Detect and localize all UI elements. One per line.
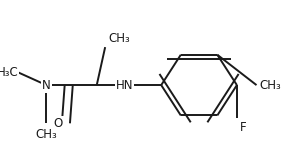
Text: N: N xyxy=(42,79,51,92)
Text: HN: HN xyxy=(116,79,134,92)
Text: CH₃: CH₃ xyxy=(108,32,130,45)
Text: CH₃: CH₃ xyxy=(259,79,281,92)
Text: H₃C: H₃C xyxy=(0,66,18,79)
Text: CH₃: CH₃ xyxy=(35,128,57,141)
Text: O: O xyxy=(54,117,63,130)
Text: F: F xyxy=(240,121,246,134)
